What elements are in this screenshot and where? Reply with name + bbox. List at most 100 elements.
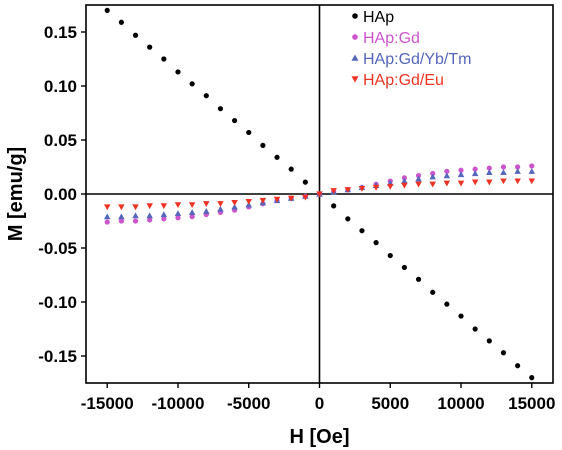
x-tick-label: 0 [315,394,324,413]
data-point [528,168,536,174]
y-axis-title: M [emu/g] [5,147,27,241]
data-point [246,129,252,136]
legend-item: HAp:Gd/Eu [351,72,444,89]
data-point [147,44,153,50]
data-point [132,204,139,211]
data-point [203,93,209,99]
data-point [529,163,535,169]
data-point [387,252,393,259]
x-tick-label: -15000 [81,394,134,413]
x-tick-label: -10000 [152,394,205,413]
data-point [486,338,492,344]
data-point [288,166,294,172]
data-point [245,198,252,205]
data-point [118,204,125,211]
data-point [401,182,408,189]
y-tick-label: 0.15 [44,23,77,42]
data-point [104,219,110,225]
legend-marker [352,13,358,19]
data-point [302,179,308,185]
data-point [174,210,182,217]
data-point [515,164,521,170]
data-point [146,203,153,210]
data-point [231,200,238,206]
data-point [528,178,536,185]
legend-marker [351,54,359,61]
data-point [188,202,196,209]
series-0 [104,7,535,381]
data-point [231,117,238,124]
data-point [161,216,167,222]
data-point [147,217,153,223]
data-point [415,276,422,282]
data-point [118,19,124,25]
data-point [217,106,224,112]
data-point [231,203,238,210]
data-point [188,209,196,215]
data-point [302,194,309,201]
data-point [287,195,295,202]
data-point [174,202,182,209]
y-tick-label: 0.05 [44,131,77,150]
data-point [104,7,110,13]
data-point [500,169,507,175]
data-point [217,201,224,207]
x-axis-title: H [Oe] [290,426,350,448]
data-point [387,183,394,190]
x-tick-label: -5000 [227,394,270,413]
data-point [429,173,436,180]
data-point [330,188,337,195]
data-point [500,178,507,185]
data-point [274,154,280,160]
data-point [443,172,451,179]
y-tick-label: -0.05 [38,239,77,258]
data-point [160,203,168,210]
legend-label: HAp:Gd [363,30,420,47]
x-tick-label: 10000 [437,394,484,413]
data-point [514,168,521,174]
data-point [415,181,422,188]
data-point [486,169,493,175]
legend-label: HAp:Gd/Yb/Tm [363,51,471,68]
legend-label: HAp [363,9,394,26]
data-point [103,204,111,211]
x-tick-label: 5000 [371,394,409,413]
data-point [103,213,111,220]
y-tick-label: -0.10 [38,293,77,312]
data-point [486,165,492,171]
data-point [458,167,464,173]
data-point [189,81,195,87]
data-point [160,211,168,218]
series-layer [103,7,536,381]
data-point [359,228,365,234]
legend: HAp HAp:Gd HAp:Gd/Yb/Tm HAp:Gd/Eu [351,9,471,89]
data-point [457,171,465,178]
data-point [443,180,451,187]
data-point [118,213,125,220]
data-point [471,170,479,177]
data-point [401,177,408,184]
data-point [472,326,478,332]
data-point [444,168,450,174]
axis-ticks [81,31,533,388]
data-point [260,142,266,148]
legend-marker [351,76,359,83]
data-point [430,289,436,295]
data-point [401,264,408,271]
data-point [500,350,507,356]
data-point [203,201,210,207]
data-point [132,32,139,38]
data-point [500,164,507,170]
data-point [458,313,464,319]
data-point [345,216,351,222]
data-point [472,166,478,172]
data-point [132,212,139,219]
data-point [175,69,181,75]
data-point [132,218,139,224]
legend-item: HAp:Gd [352,30,420,47]
data-point [331,203,337,209]
legend-item: HAp:Gd/Yb/Tm [351,51,471,68]
data-point [344,187,352,193]
